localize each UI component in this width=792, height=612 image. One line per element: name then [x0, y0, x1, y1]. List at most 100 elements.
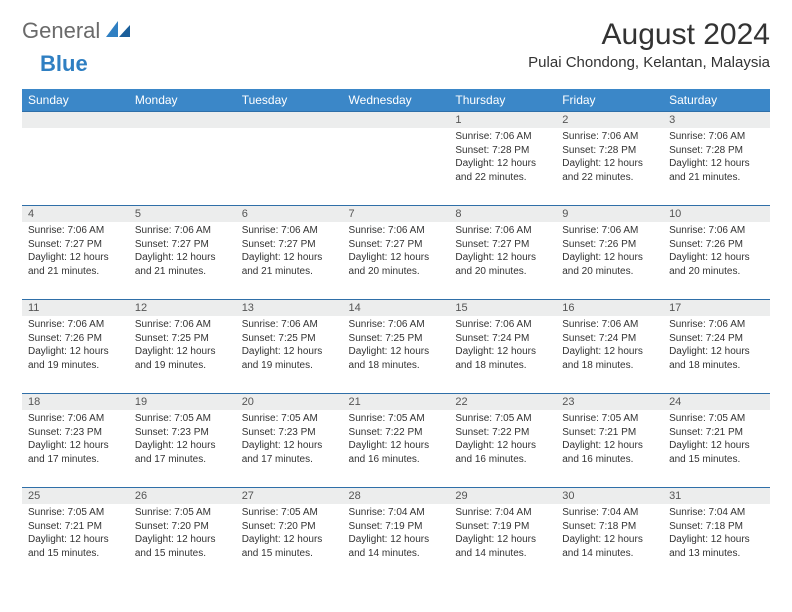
daylight-text: Daylight: 12 hours and 18 minutes.: [562, 345, 657, 372]
logo-text-blue: Blue: [40, 51, 88, 77]
daylight-text: Daylight: 12 hours and 13 minutes.: [669, 533, 764, 560]
day-number: 22: [449, 394, 556, 410]
sunrise-text: Sunrise: 7:06 AM: [28, 412, 123, 426]
daylight-text: Daylight: 12 hours and 16 minutes.: [562, 439, 657, 466]
sunset-text: Sunset: 7:18 PM: [562, 520, 657, 534]
calendar-cell: 9Sunrise: 7:06 AMSunset: 7:26 PMDaylight…: [556, 206, 663, 300]
day-number: 16: [556, 300, 663, 316]
calendar-week-row: 4Sunrise: 7:06 AMSunset: 7:27 PMDaylight…: [22, 206, 770, 300]
daylight-text: Daylight: 12 hours and 20 minutes.: [669, 251, 764, 278]
day-number: 4: [22, 206, 129, 222]
daylight-text: Daylight: 12 hours and 14 minutes.: [562, 533, 657, 560]
day-details: Sunrise: 7:05 AMSunset: 7:20 PMDaylight:…: [129, 504, 236, 564]
sunset-text: Sunset: 7:25 PM: [349, 332, 444, 346]
daylight-text: Daylight: 12 hours and 20 minutes.: [562, 251, 657, 278]
sunrise-text: Sunrise: 7:06 AM: [28, 318, 123, 332]
daylight-text: Daylight: 12 hours and 21 minutes.: [135, 251, 230, 278]
sunrise-text: Sunrise: 7:06 AM: [135, 318, 230, 332]
calendar-cell: 15Sunrise: 7:06 AMSunset: 7:24 PMDayligh…: [449, 300, 556, 394]
daylight-text: Daylight: 12 hours and 16 minutes.: [455, 439, 550, 466]
calendar-cell: 29Sunrise: 7:04 AMSunset: 7:19 PMDayligh…: [449, 488, 556, 582]
calendar-cell: 10Sunrise: 7:06 AMSunset: 7:26 PMDayligh…: [663, 206, 770, 300]
daylight-text: Daylight: 12 hours and 19 minutes.: [242, 345, 337, 372]
sunset-text: Sunset: 7:24 PM: [562, 332, 657, 346]
day-details: Sunrise: 7:05 AMSunset: 7:22 PMDaylight:…: [343, 410, 450, 470]
day-number: 26: [129, 488, 236, 504]
weekday-header: Saturday: [663, 89, 770, 112]
day-details: Sunrise: 7:05 AMSunset: 7:21 PMDaylight:…: [663, 410, 770, 470]
sunset-text: Sunset: 7:24 PM: [669, 332, 764, 346]
calendar-cell: 20Sunrise: 7:05 AMSunset: 7:23 PMDayligh…: [236, 394, 343, 488]
day-details: Sunrise: 7:05 AMSunset: 7:23 PMDaylight:…: [236, 410, 343, 470]
day-details: Sunrise: 7:06 AMSunset: 7:27 PMDaylight:…: [343, 222, 450, 282]
day-number: 29: [449, 488, 556, 504]
sunrise-text: Sunrise: 7:06 AM: [669, 130, 764, 144]
sunset-text: Sunset: 7:20 PM: [242, 520, 337, 534]
sunset-text: Sunset: 7:27 PM: [455, 238, 550, 252]
sunset-text: Sunset: 7:27 PM: [28, 238, 123, 252]
daylight-text: Daylight: 12 hours and 18 minutes.: [669, 345, 764, 372]
day-number: [22, 112, 129, 128]
sunset-text: Sunset: 7:19 PM: [349, 520, 444, 534]
calendar-week-row: 1Sunrise: 7:06 AMSunset: 7:28 PMDaylight…: [22, 112, 770, 206]
daylight-text: Daylight: 12 hours and 18 minutes.: [455, 345, 550, 372]
sunrise-text: Sunrise: 7:06 AM: [349, 224, 444, 238]
sunrise-text: Sunrise: 7:06 AM: [242, 224, 337, 238]
day-number: 31: [663, 488, 770, 504]
day-number: 12: [129, 300, 236, 316]
sunset-text: Sunset: 7:20 PM: [135, 520, 230, 534]
day-number: [343, 112, 450, 128]
day-details: Sunrise: 7:06 AMSunset: 7:24 PMDaylight:…: [556, 316, 663, 376]
sunrise-text: Sunrise: 7:06 AM: [562, 130, 657, 144]
sunset-text: Sunset: 7:28 PM: [455, 144, 550, 158]
day-details: Sunrise: 7:06 AMSunset: 7:24 PMDaylight:…: [449, 316, 556, 376]
day-details: Sunrise: 7:06 AMSunset: 7:27 PMDaylight:…: [236, 222, 343, 282]
sunset-text: Sunset: 7:25 PM: [242, 332, 337, 346]
day-details: Sunrise: 7:04 AMSunset: 7:18 PMDaylight:…: [556, 504, 663, 564]
sunrise-text: Sunrise: 7:04 AM: [562, 506, 657, 520]
sunset-text: Sunset: 7:27 PM: [349, 238, 444, 252]
sunset-text: Sunset: 7:22 PM: [455, 426, 550, 440]
calendar-cell: 5Sunrise: 7:06 AMSunset: 7:27 PMDaylight…: [129, 206, 236, 300]
day-details: Sunrise: 7:06 AMSunset: 7:25 PMDaylight:…: [236, 316, 343, 376]
sunset-text: Sunset: 7:21 PM: [562, 426, 657, 440]
sunrise-text: Sunrise: 7:05 AM: [135, 412, 230, 426]
logo-sail-icon: [106, 19, 132, 44]
daylight-text: Daylight: 12 hours and 15 minutes.: [28, 533, 123, 560]
daylight-text: Daylight: 12 hours and 19 minutes.: [28, 345, 123, 372]
sunset-text: Sunset: 7:21 PM: [669, 426, 764, 440]
calendar-cell: 18Sunrise: 7:06 AMSunset: 7:23 PMDayligh…: [22, 394, 129, 488]
calendar-cell: 6Sunrise: 7:06 AMSunset: 7:27 PMDaylight…: [236, 206, 343, 300]
day-number: 20: [236, 394, 343, 410]
sunset-text: Sunset: 7:21 PM: [28, 520, 123, 534]
day-details: Sunrise: 7:06 AMSunset: 7:27 PMDaylight:…: [22, 222, 129, 282]
day-details: Sunrise: 7:06 AMSunset: 7:27 PMDaylight:…: [129, 222, 236, 282]
sunrise-text: Sunrise: 7:05 AM: [242, 506, 337, 520]
calendar-cell: 4Sunrise: 7:06 AMSunset: 7:27 PMDaylight…: [22, 206, 129, 300]
sunrise-text: Sunrise: 7:06 AM: [669, 224, 764, 238]
calendar-week-row: 11Sunrise: 7:06 AMSunset: 7:26 PMDayligh…: [22, 300, 770, 394]
day-number: 25: [22, 488, 129, 504]
sunset-text: Sunset: 7:26 PM: [669, 238, 764, 252]
day-number: 11: [22, 300, 129, 316]
daylight-text: Daylight: 12 hours and 15 minutes.: [135, 533, 230, 560]
weekday-header: Friday: [556, 89, 663, 112]
day-number: 18: [22, 394, 129, 410]
calendar-cell: 7Sunrise: 7:06 AMSunset: 7:27 PMDaylight…: [343, 206, 450, 300]
month-title: August 2024: [528, 18, 770, 52]
sunrise-text: Sunrise: 7:06 AM: [135, 224, 230, 238]
calendar-cell: [22, 112, 129, 206]
calendar-cell: [129, 112, 236, 206]
sunrise-text: Sunrise: 7:06 AM: [455, 224, 550, 238]
title-block: August 2024 Pulai Chondong, Kelantan, Ma…: [528, 18, 770, 71]
sunrise-text: Sunrise: 7:04 AM: [349, 506, 444, 520]
daylight-text: Daylight: 12 hours and 20 minutes.: [455, 251, 550, 278]
day-details: Sunrise: 7:06 AMSunset: 7:26 PMDaylight:…: [663, 222, 770, 282]
day-number: 9: [556, 206, 663, 222]
calendar-cell: 31Sunrise: 7:04 AMSunset: 7:18 PMDayligh…: [663, 488, 770, 582]
day-details: Sunrise: 7:06 AMSunset: 7:28 PMDaylight:…: [663, 128, 770, 188]
day-number: 17: [663, 300, 770, 316]
daylight-text: Daylight: 12 hours and 17 minutes.: [28, 439, 123, 466]
day-number: 6: [236, 206, 343, 222]
day-details: Sunrise: 7:06 AMSunset: 7:26 PMDaylight:…: [22, 316, 129, 376]
